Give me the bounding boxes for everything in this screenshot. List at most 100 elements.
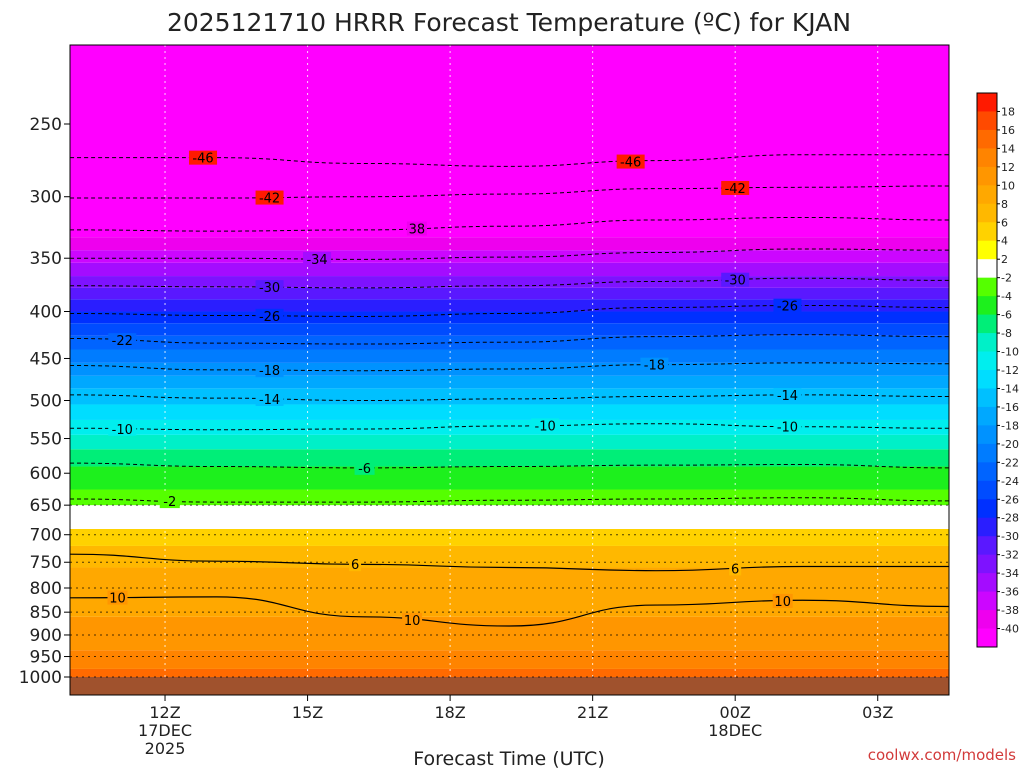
contour-label-text: 6 (731, 562, 739, 577)
colorbar-swatch-23 (977, 517, 997, 537)
x-tick-label-4-0: 00Z (720, 703, 751, 722)
contour-label-bg (255, 280, 284, 295)
contour-label-text: 38 (409, 223, 426, 238)
temperature-band-18 (70, 323, 949, 336)
contour-label-2-0: 38 (406, 221, 427, 238)
contour-label-text: -26 (777, 300, 798, 315)
contour-label-text: -10 (535, 419, 556, 434)
y-tick-label-14: 950 (30, 648, 62, 668)
colorbar-label-21: -26 (1001, 493, 1019, 506)
x-tick-label-3-0: 21Z (577, 703, 608, 722)
contour-label-text: -42 (725, 182, 746, 197)
contour-label-text: -10 (777, 420, 798, 435)
contour-label-0-0: -46 (189, 150, 218, 167)
contour-label-1-1: -42 (721, 180, 750, 197)
colorbar-swatch-11 (977, 296, 997, 316)
contour-label-text: -46 (192, 152, 213, 167)
colorbar-swatch-5 (977, 185, 997, 205)
temperature-band-19 (70, 311, 949, 324)
ground-layer (70, 677, 949, 695)
colorbar-swatch-25 (977, 554, 997, 574)
temperature-band-8 (70, 466, 949, 490)
y-tick-label-10: 750 (30, 553, 62, 573)
y-tick-label-1: 300 (30, 188, 62, 208)
temperature-band-23 (70, 262, 949, 277)
contour-label-text: -14 (777, 389, 798, 404)
y-tick-label-8: 650 (30, 496, 62, 516)
colorbar-label-10: -4 (1001, 290, 1012, 303)
contour-label-text: 10 (109, 592, 126, 607)
y-tick-label-5: 500 (30, 392, 62, 412)
colorbar-label-3: 12 (1001, 161, 1015, 174)
colorbar-label-1: 16 (1001, 124, 1015, 137)
y-tick-label-7: 600 (30, 464, 62, 484)
colorbar-swatch-28 (977, 610, 997, 630)
temperature-band-14 (70, 375, 949, 389)
contour-label-bg (354, 460, 375, 475)
contour-label-1-0: -42 (255, 190, 284, 207)
contour-line-12 (70, 553, 949, 572)
contour-label-11-0: -2 (159, 494, 180, 510)
temperature-band-3 (70, 567, 949, 617)
contour-label-text: 10 (774, 595, 791, 610)
contour-label-bg (349, 557, 362, 572)
contour-label-text: -30 (725, 274, 746, 289)
colorbar-label-20: -24 (1001, 475, 1019, 488)
colorbar-swatch-15 (977, 370, 997, 389)
contour-label-bg (255, 391, 284, 406)
contour-label-10-0: -6 (354, 460, 375, 477)
credit-link[interactable]: coolwx.com/models (868, 746, 1016, 764)
plot-frame (69, 44, 950, 696)
colorbar-swatch-14 (977, 351, 997, 371)
colorbar-label-14: -12 (1001, 364, 1019, 377)
temperature-band-13 (70, 388, 949, 405)
colorbar-swatch-20 (977, 462, 997, 482)
y-tick-label-12: 850 (30, 603, 62, 623)
colorbar-swatch-1 (977, 111, 997, 131)
contour-label-12-1: 6 (729, 561, 742, 577)
temperature-band-1 (70, 650, 949, 669)
colorbar-label-18: -20 (1001, 438, 1019, 451)
colorbar-swatch-19 (977, 443, 997, 463)
x-tick-label-1-0: 15Z (292, 703, 323, 722)
colorbar-swatch-2 (977, 129, 997, 149)
temperature-band-25 (70, 237, 949, 251)
y-tick-label-6: 550 (30, 430, 62, 450)
colorbar-swatch-12 (977, 314, 997, 334)
contour-label-bg (303, 252, 332, 267)
contour-label-9-1: -10 (531, 418, 560, 434)
temperature-band-7 (70, 489, 949, 506)
contour-label-text: -18 (259, 364, 280, 379)
colorbar-swatch-16 (977, 388, 997, 408)
colorbar-label-22: -28 (1001, 512, 1019, 525)
contour-label-bg (159, 494, 180, 509)
y-tick-label-13: 900 (30, 626, 62, 646)
contour-label-bg (255, 190, 284, 205)
contour-label-bg (772, 593, 793, 608)
temperature-band-17 (70, 335, 949, 350)
colorbar-swatch-24 (977, 536, 997, 556)
contour-label-bg (402, 612, 423, 627)
y-tick-label-2: 350 (30, 249, 62, 269)
contour-label-bg (721, 272, 750, 287)
contour-label-8-0: -14 (255, 391, 284, 408)
colorbar-label-0: 18 (1001, 105, 1015, 118)
contour-label-bg (721, 180, 750, 195)
y-tick-label-4: 450 (30, 349, 62, 369)
colorbar-swatch-18 (977, 425, 997, 445)
contour-label-bg (773, 419, 802, 434)
y-tick-label-0: 250 (30, 115, 62, 135)
colorbar-label-9: -2 (1001, 272, 1012, 285)
temperature-band-24 (70, 250, 949, 263)
colorbar-swatch-29 (977, 628, 997, 648)
contour-label-bg (255, 308, 284, 323)
y-axis: 250 300 350 400 450 500 550 600 650 700 750 800 850 9… (19, 115, 70, 688)
contour-label-bg (616, 154, 645, 169)
colorbar-swatch-17 (977, 406, 997, 426)
temperature-band-22 (70, 276, 949, 288)
temperature-band-26 (70, 45, 949, 238)
contour-label-3-0: -34 (303, 252, 332, 268)
contour-label-4-0: -30 (255, 280, 284, 296)
colorbar-swatch-21 (977, 480, 997, 500)
contour-label-6-0: -22 (108, 333, 137, 349)
